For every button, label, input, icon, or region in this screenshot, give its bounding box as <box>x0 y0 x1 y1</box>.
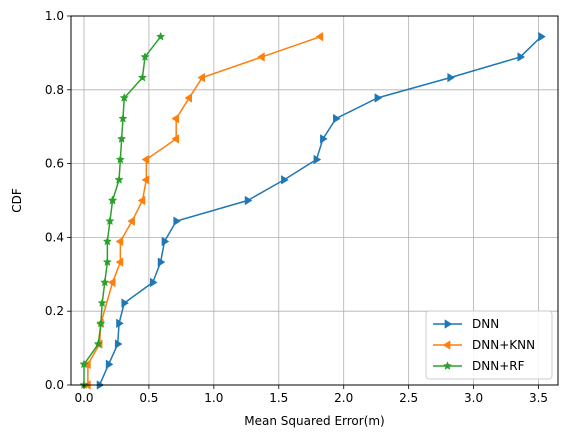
data-point-marker <box>119 93 129 102</box>
y-ticks: 0.0 0.2 0.4 0.6 0.8 1.0 <box>45 9 71 392</box>
legend: DNN DNN+KNN DNN+RF <box>425 310 553 380</box>
data-point-marker <box>115 236 124 247</box>
legend-item: DNN <box>433 317 499 331</box>
data-point-marker <box>118 113 128 123</box>
data-point-marker <box>333 113 341 124</box>
data-point-marker <box>442 361 453 370</box>
data-point-marker <box>83 359 91 370</box>
data-point-marker <box>244 195 253 206</box>
legend-box <box>425 310 553 380</box>
data-point-marker <box>517 52 526 62</box>
data-point-marker <box>173 216 181 226</box>
data-point-marker <box>313 154 322 165</box>
legend-label: DNN+KNN <box>472 338 535 352</box>
legend-item: DNN+KNN <box>433 338 535 352</box>
series-line <box>83 36 162 385</box>
data-point-marker <box>149 277 158 288</box>
data-point-marker <box>447 72 455 83</box>
data-point-marker <box>114 174 124 184</box>
data-point-marker <box>121 298 130 308</box>
y-tick-label: 0.0 <box>45 378 64 392</box>
data-point-marker <box>102 257 112 267</box>
data-point-marker <box>117 134 127 143</box>
data-point-marker <box>102 236 112 246</box>
data-point-marker <box>105 359 114 370</box>
x-ticks: 0.0 0.5 1.0 1.5 2.0 2.5 3.0 3.5 <box>74 385 548 405</box>
series-layer <box>79 31 546 390</box>
data-point-marker <box>79 359 89 369</box>
data-point-marker <box>115 154 125 164</box>
plot-frame <box>70 15 559 386</box>
legend-label: DNN+RF <box>472 359 525 373</box>
x-tick-label: 2.0 <box>334 391 353 405</box>
legend-item: DNN+RF <box>433 359 525 373</box>
data-point-marker <box>116 318 124 329</box>
data-point-marker <box>444 319 453 329</box>
y-tick-label: 0.2 <box>45 304 64 318</box>
y-tick-label: 0.6 <box>45 157 64 171</box>
data-point-marker <box>107 277 116 288</box>
data-point-marker <box>184 93 193 103</box>
data-point-marker <box>96 318 106 328</box>
y-tick-label: 0.8 <box>45 83 64 97</box>
x-tick-label: 2.5 <box>399 391 418 405</box>
data-point-marker <box>281 175 289 185</box>
data-point-marker <box>171 134 180 144</box>
data-point-marker <box>100 277 110 287</box>
data-point-marker <box>171 113 180 124</box>
x-tick-label: 3.5 <box>529 391 548 405</box>
data-point-marker <box>197 72 205 83</box>
series-dnn <box>96 31 546 390</box>
data-point-marker <box>107 195 118 205</box>
data-point-marker <box>374 93 383 103</box>
data-point-marker <box>114 339 123 349</box>
data-point-marker <box>141 154 150 165</box>
data-point-marker <box>157 257 166 267</box>
series-dnn-rf <box>79 31 166 389</box>
x-tick-label: 3.0 <box>464 391 483 405</box>
data-point-marker <box>161 236 170 247</box>
series-line <box>98 36 542 386</box>
data-point-marker <box>127 216 135 226</box>
data-point-marker <box>315 31 324 42</box>
x-tick-label: 1.0 <box>204 391 223 405</box>
data-point-marker <box>140 52 150 61</box>
legend-label: DNN <box>472 317 499 331</box>
data-point-marker <box>105 216 115 226</box>
data-point-marker <box>538 31 546 42</box>
data-point-marker <box>137 72 148 82</box>
data-point-marker <box>155 31 166 41</box>
data-point-marker <box>115 257 124 267</box>
x-tick-label: 0.0 <box>74 391 93 405</box>
data-point-marker <box>137 195 146 206</box>
y-axis-title: CDF <box>10 188 24 213</box>
data-point-marker <box>257 52 265 62</box>
y-tick-label: 0.4 <box>45 230 64 244</box>
data-point-marker <box>93 339 103 348</box>
data-point-marker <box>320 134 328 144</box>
x-axis-title: Mean Squared Error(m) <box>244 414 385 428</box>
data-point-marker <box>141 175 150 185</box>
data-point-marker <box>442 340 451 350</box>
x-tick-label: 1.5 <box>269 391 288 405</box>
data-point-marker <box>97 298 107 308</box>
y-tick-label: 1.0 <box>45 9 64 23</box>
x-tick-label: 0.5 <box>139 391 158 405</box>
